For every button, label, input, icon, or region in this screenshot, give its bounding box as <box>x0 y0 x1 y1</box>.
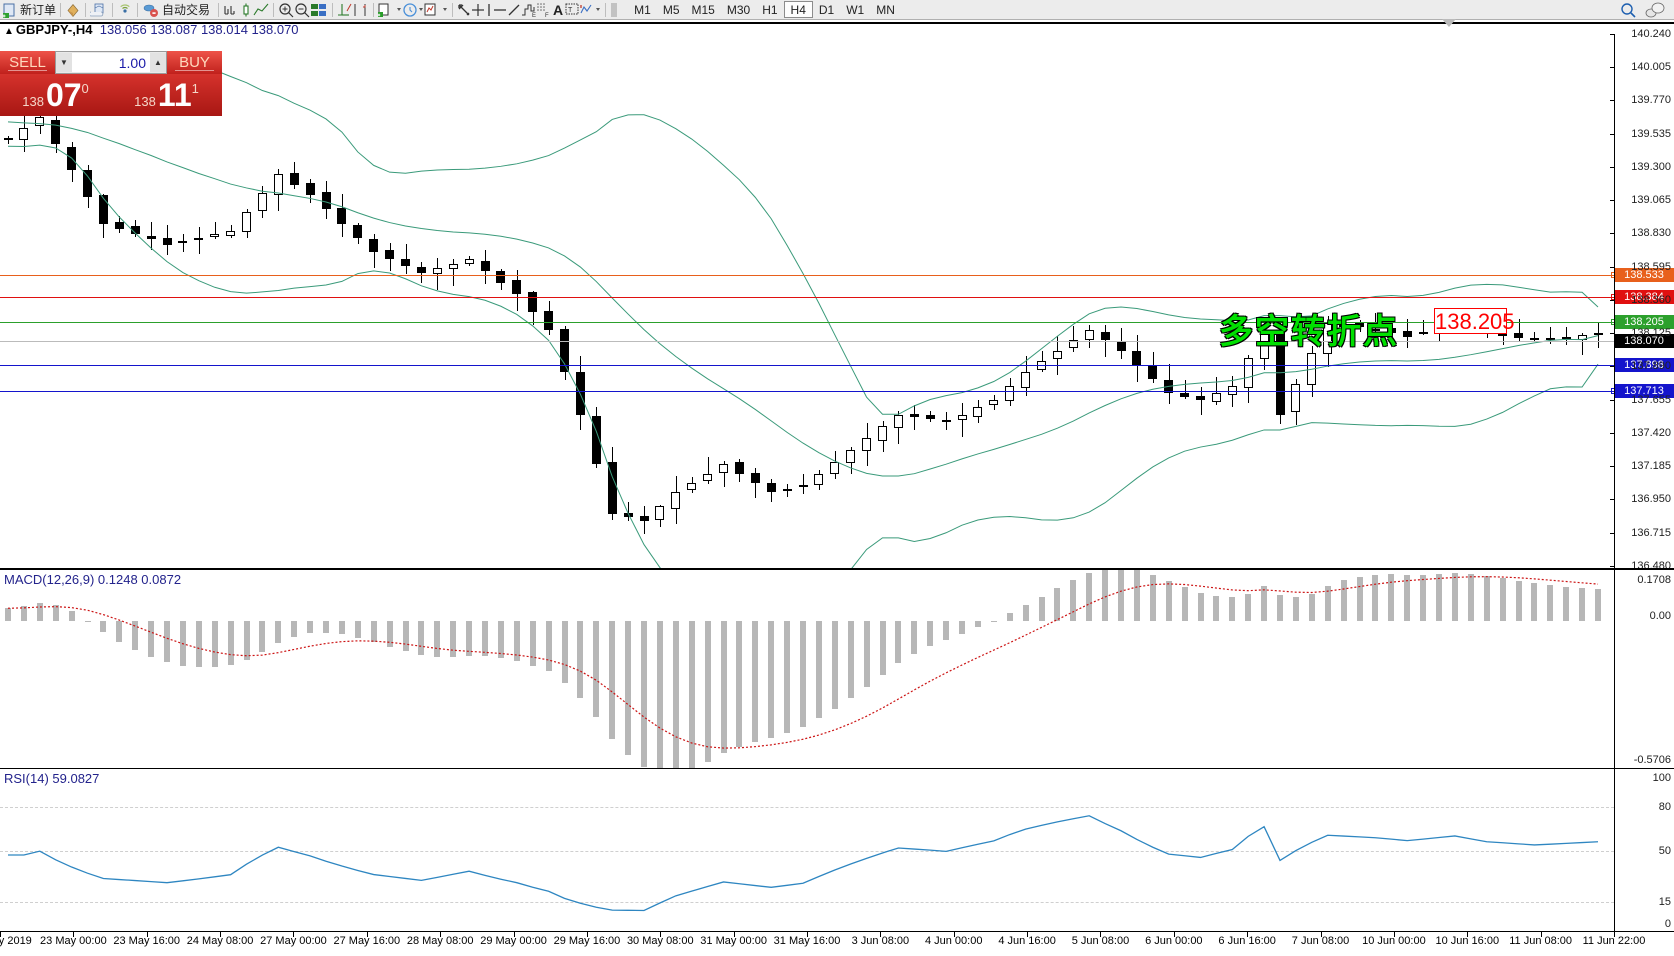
svg-text:F: F <box>545 13 549 17</box>
svg-text:E: E <box>532 13 536 17</box>
svg-text:T: T <box>568 7 573 14</box>
